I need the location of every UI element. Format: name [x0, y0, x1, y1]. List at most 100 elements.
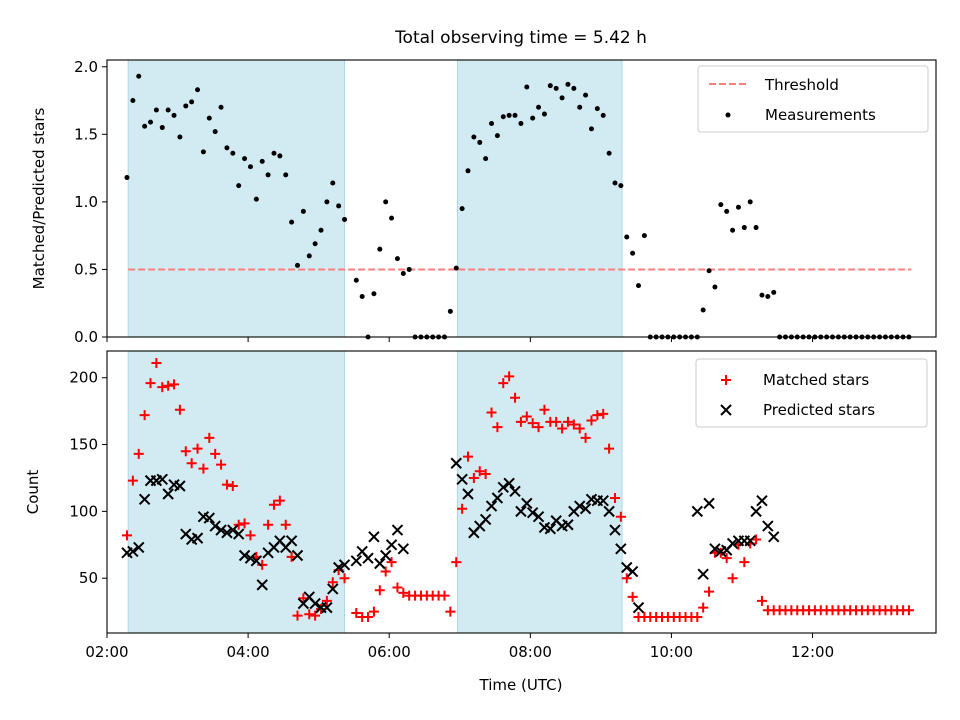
matched-star-point [462, 451, 473, 462]
matched-star-point [398, 587, 409, 598]
matched-star-point [392, 582, 403, 593]
matched-star-point [192, 443, 203, 454]
measurement-point [200, 149, 206, 155]
matched-star-point [739, 557, 750, 568]
measurement-point [212, 129, 218, 135]
matched-star-point [451, 557, 462, 568]
measurement-point [524, 84, 530, 90]
matched-star-point [515, 416, 526, 427]
predicted-star-point [244, 552, 257, 564]
predicted-star-point [350, 555, 362, 567]
y-tick-label: 1.0 [74, 193, 98, 211]
matched-star-point [351, 607, 362, 618]
matched-star-point [257, 559, 268, 570]
top-legend-box [697, 65, 929, 133]
predicted-star-point [285, 535, 298, 547]
measurement-point [318, 227, 324, 233]
measurement-point [465, 168, 471, 174]
predicted-star-point [626, 565, 639, 578]
measurement-point [206, 115, 212, 121]
measurement-point [247, 164, 253, 170]
predicted-star-point [750, 505, 762, 518]
measurement-point [359, 293, 365, 299]
matched-star-point [133, 448, 144, 459]
bottom-x-ticks: 02:00 04:00 06:00 08:00 10:00 12:00 [85, 633, 834, 661]
measurement-point [330, 180, 336, 186]
matched-star-point [263, 519, 274, 530]
predicted-star-point [209, 520, 221, 532]
measurement-point [588, 126, 594, 132]
measurement-point [530, 115, 536, 121]
predicted-star-point [597, 494, 609, 507]
matched-star-point [615, 511, 626, 522]
measurement-point [324, 199, 330, 205]
predicted-star-point [485, 500, 498, 512]
measurement-point [283, 172, 289, 178]
matched-star-point [174, 404, 185, 415]
predicted-star-point [397, 543, 410, 555]
measurement-point [383, 199, 389, 205]
predicted-star-point [221, 527, 233, 539]
measurement-point [195, 87, 201, 93]
top-panel: 0.00.51.01.52.0 Matched/Predicted stars … [30, 58, 937, 346]
top-y-axis-label: Matched/Predicted stars [30, 108, 48, 290]
measurement-point [771, 289, 777, 295]
predicted-star-point [603, 505, 615, 518]
matched-star-point [157, 382, 168, 393]
measurement-point [518, 121, 524, 127]
matched-star-point [568, 419, 579, 430]
y-tick-label: 100 [69, 502, 98, 520]
measurement-point [183, 103, 189, 109]
measurement-point [630, 250, 636, 256]
predicted-star-point [497, 481, 509, 494]
measurement-point [553, 85, 559, 91]
matched-star-point [327, 577, 338, 588]
measurement-point [253, 196, 259, 202]
predicted-star-point [374, 557, 386, 570]
bottom-panel: 50 100 150 200 02:00 04:00 06:00 08:00 10:00 12:… [24, 350, 937, 694]
matched-star-point [439, 590, 450, 601]
predicted-star-point [385, 539, 398, 551]
matched-star-point [903, 605, 914, 616]
predicted-star-point [227, 524, 239, 536]
matched-star-point [204, 432, 215, 443]
measurement-point [500, 114, 506, 120]
measurement-point [712, 284, 718, 290]
measurement-point [565, 81, 571, 87]
matched-star-point [145, 378, 156, 389]
measurement-point [759, 292, 765, 298]
y-tick-label: 0.5 [74, 260, 98, 278]
measurement-point [394, 256, 400, 262]
top-x-ticks [106, 337, 814, 342]
matched-star-point [169, 379, 180, 390]
matched-star-point [592, 410, 603, 421]
measurement-point [277, 153, 283, 159]
bottom-legend-box [695, 358, 928, 428]
matched-star-point [468, 472, 479, 483]
predicted-star-point [503, 477, 515, 490]
matched-star-point [486, 407, 497, 418]
matched-star-point [480, 468, 491, 479]
predicted-star-point [691, 505, 704, 518]
matched-star-point [510, 392, 521, 403]
measurement-point [547, 83, 553, 89]
matched-star-point [604, 443, 615, 454]
count-points [121, 358, 914, 622]
measurement-point [753, 225, 759, 231]
shaded-interval [456, 350, 623, 634]
measurement-point [377, 246, 383, 252]
matched-star-point [474, 466, 485, 477]
measurement-point [477, 139, 483, 145]
matched-star-point [698, 602, 709, 613]
matched-star-point [756, 595, 767, 606]
measurement-point [706, 268, 712, 274]
measurement-point [471, 134, 477, 140]
measurement-point [577, 104, 583, 110]
measurement-point [259, 158, 265, 164]
matched-star-point [139, 410, 150, 421]
measurement-point [230, 150, 236, 156]
measurement-point [583, 92, 589, 98]
predicted-star-point [479, 513, 492, 526]
measurements-legend-label: Measurements [765, 106, 876, 124]
predicted-legend-label: Predicted stars [763, 401, 875, 419]
